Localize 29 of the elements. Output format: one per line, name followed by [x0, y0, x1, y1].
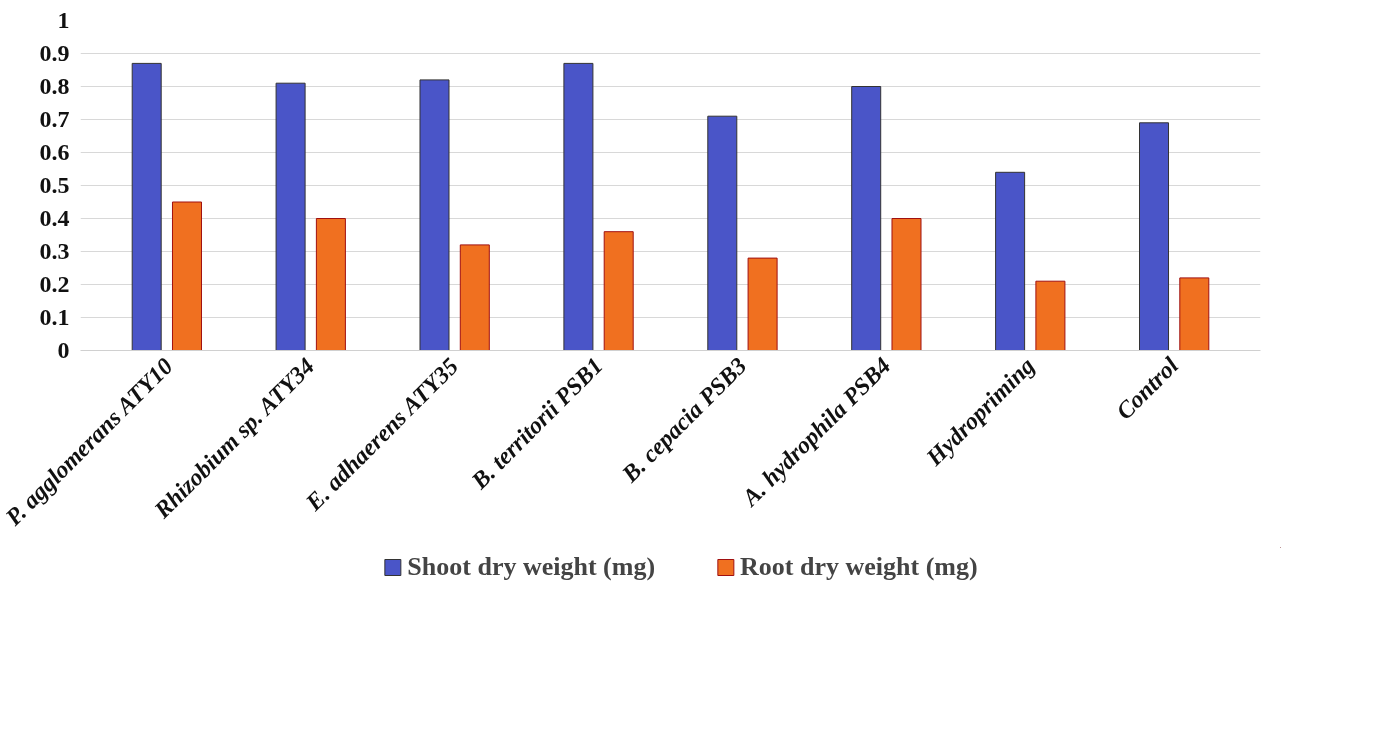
y-tick-label: 1 [57, 7, 70, 33]
bar [1179, 277, 1210, 351]
y-tick-label: 0.8 [39, 73, 70, 99]
bar [171, 201, 202, 351]
y-tick-label: 0.1 [39, 304, 70, 330]
bar [603, 231, 634, 351]
y-tick-label: 0 [57, 337, 70, 363]
y-tick-label: 0.2 [39, 271, 70, 297]
bar [1139, 122, 1170, 351]
bar [891, 218, 922, 351]
bar [419, 79, 450, 351]
y-tick-label: 0.7 [39, 106, 70, 132]
y-tick-label: 0.5 [39, 172, 70, 198]
y-tick-label: 0.4 [39, 205, 70, 231]
bar [459, 244, 490, 351]
bar [707, 115, 738, 351]
legend-label: Root dry weight (mg) [740, 552, 978, 582]
y-tick-label: 0.9 [39, 40, 70, 66]
bar [747, 257, 778, 351]
bar [131, 62, 162, 351]
legend-label: Shoot dry weight (mg) [407, 552, 656, 582]
bar [315, 218, 346, 351]
y-tick-label: 0.6 [39, 139, 70, 165]
bar [563, 62, 594, 351]
bar [275, 82, 306, 351]
bar [1035, 280, 1066, 351]
bar [995, 171, 1026, 351]
bar [851, 86, 882, 351]
y-tick-label: 0.3 [39, 238, 70, 264]
